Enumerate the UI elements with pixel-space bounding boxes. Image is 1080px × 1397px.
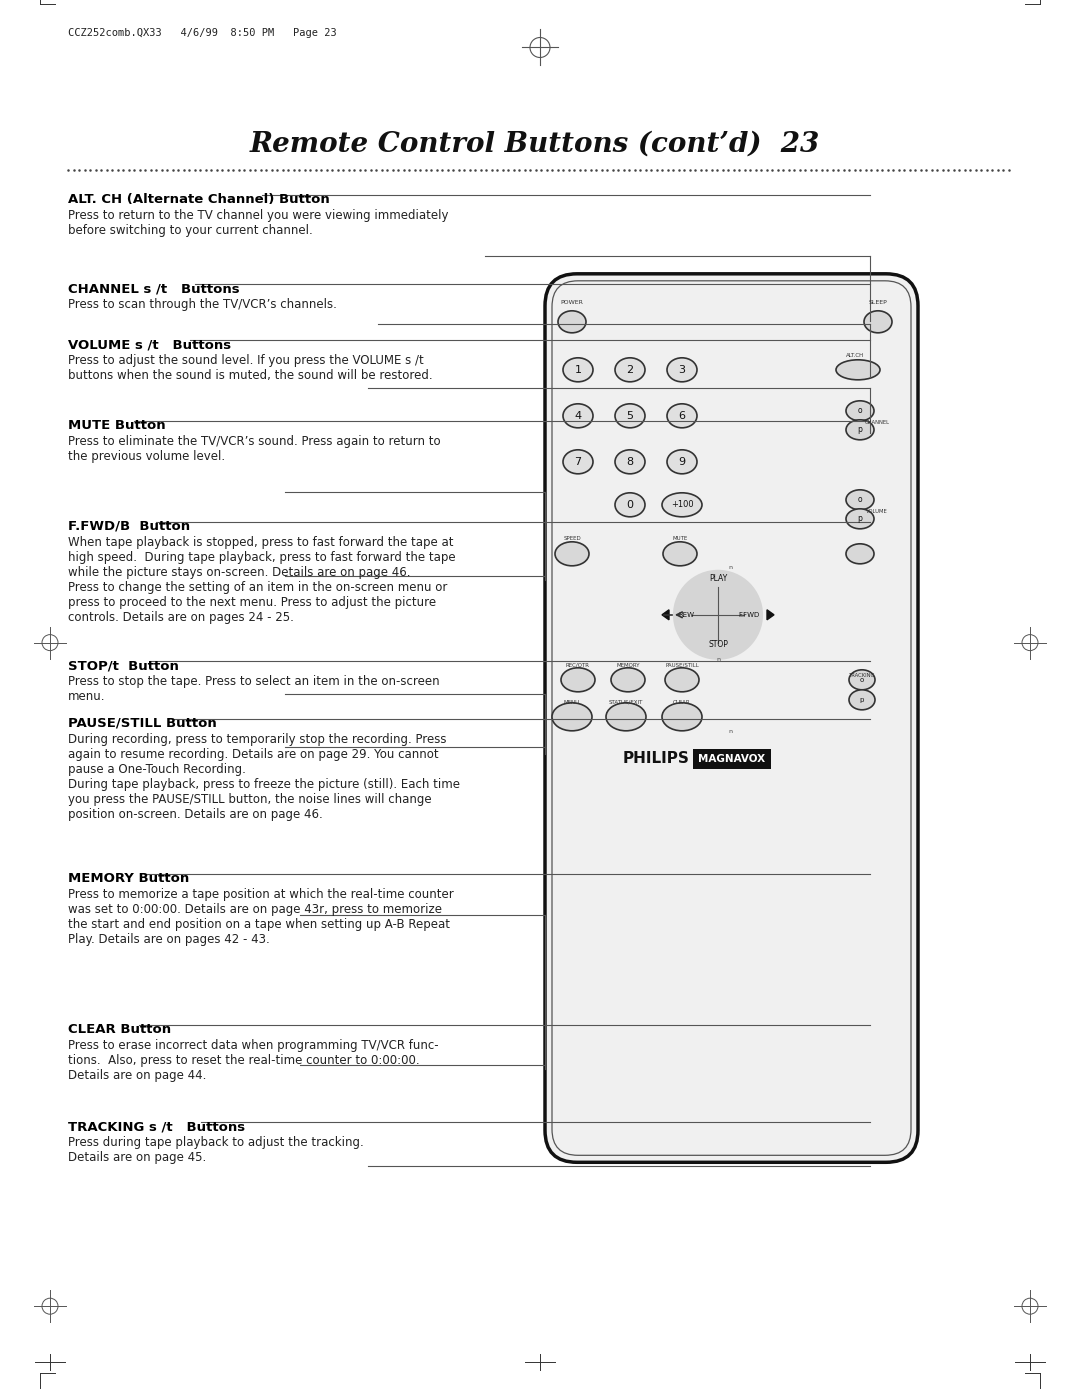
Text: PAUSE/STILL Button: PAUSE/STILL Button <box>68 717 217 729</box>
Text: CHANNEL: CHANNEL <box>864 420 890 425</box>
Ellipse shape <box>662 493 702 517</box>
Text: Press during tape playback to adjust the tracking.
Details are on page 45.: Press during tape playback to adjust the… <box>68 1136 364 1164</box>
Text: 2: 2 <box>626 365 634 374</box>
Text: Press to scan through the TV/VCR’s channels.: Press to scan through the TV/VCR’s chann… <box>68 298 337 312</box>
Ellipse shape <box>849 669 875 690</box>
Ellipse shape <box>667 404 697 427</box>
Text: Press to erase incorrect data when programming TV/VCR func-
tions.  Also, press : Press to erase incorrect data when progr… <box>68 1038 438 1081</box>
Ellipse shape <box>667 358 697 381</box>
Text: MAGNAVOX: MAGNAVOX <box>699 754 766 764</box>
Text: REC/OTR: REC/OTR <box>566 662 590 668</box>
Text: Remote Control Buttons (cont’d)  23: Remote Control Buttons (cont’d) 23 <box>249 130 820 158</box>
Ellipse shape <box>615 493 645 517</box>
Text: 3: 3 <box>678 365 686 374</box>
Text: n: n <box>716 657 720 662</box>
Text: Press to eliminate the TV/VCR’s sound. Press again to return to
the previous vol: Press to eliminate the TV/VCR’s sound. P… <box>68 434 441 462</box>
Polygon shape <box>767 610 774 620</box>
Ellipse shape <box>615 358 645 381</box>
Ellipse shape <box>836 360 880 380</box>
Ellipse shape <box>663 542 697 566</box>
Ellipse shape <box>552 703 592 731</box>
Text: ALT. CH (Alternate Channel) Button: ALT. CH (Alternate Channel) Button <box>68 193 329 205</box>
Text: STOP/t  Button: STOP/t Button <box>68 659 179 672</box>
Text: o: o <box>858 407 862 415</box>
Text: n: n <box>728 564 732 570</box>
Text: 6: 6 <box>678 411 686 420</box>
Text: TRACKING s /t   Buttons: TRACKING s /t Buttons <box>68 1120 245 1133</box>
Text: Press to stop the tape. Press to select an item in the on-screen
menu.: Press to stop the tape. Press to select … <box>68 675 440 703</box>
Text: MUTE Button: MUTE Button <box>68 419 165 432</box>
Polygon shape <box>662 610 669 620</box>
Text: PHILIPS: PHILIPS <box>623 752 690 767</box>
Text: o: o <box>860 676 864 683</box>
Ellipse shape <box>615 404 645 427</box>
Text: SLEEP: SLEEP <box>868 300 888 305</box>
Text: MUTE: MUTE <box>673 536 688 541</box>
Ellipse shape <box>846 490 874 510</box>
Text: Press to memorize a tape position at which the real-time counter
was set to 0:00: Press to memorize a tape position at whi… <box>68 887 454 946</box>
Text: p: p <box>860 697 864 703</box>
Text: STOP: STOP <box>708 640 728 650</box>
Text: Press to adjust the sound level. If you press the VOLUME s /t
buttons when the s: Press to adjust the sound level. If you … <box>68 353 433 381</box>
Text: CLEAR Button: CLEAR Button <box>68 1023 171 1035</box>
Text: Press to return to the TV channel you were viewing immediately
before switching : Press to return to the TV channel you we… <box>68 208 448 236</box>
Circle shape <box>674 571 762 659</box>
Text: 7: 7 <box>575 457 581 467</box>
Text: CCZ252comb.QX33   4/6/99  8:50 PM   Page 23: CCZ252comb.QX33 4/6/99 8:50 PM Page 23 <box>68 28 337 38</box>
Text: 8: 8 <box>626 457 634 467</box>
Ellipse shape <box>555 542 589 566</box>
Text: REW: REW <box>678 612 694 617</box>
Text: VOLUME s /t   Buttons: VOLUME s /t Buttons <box>68 338 231 351</box>
Ellipse shape <box>846 509 874 529</box>
Ellipse shape <box>662 703 702 731</box>
Ellipse shape <box>563 450 593 474</box>
Text: CHANNEL s /t   Buttons: CHANNEL s /t Buttons <box>68 282 240 295</box>
Ellipse shape <box>615 450 645 474</box>
Text: CLEAR: CLEAR <box>673 700 691 705</box>
FancyBboxPatch shape <box>693 749 771 768</box>
Text: MENU: MENU <box>564 700 580 705</box>
Text: 5: 5 <box>626 411 634 420</box>
Text: ALT.CH: ALT.CH <box>846 353 864 358</box>
Ellipse shape <box>561 668 595 692</box>
Text: 9: 9 <box>678 457 686 467</box>
FancyBboxPatch shape <box>545 274 918 1162</box>
Ellipse shape <box>846 420 874 440</box>
Ellipse shape <box>849 690 875 710</box>
Text: 0: 0 <box>626 500 634 510</box>
Text: TRACKING: TRACKING <box>849 673 875 678</box>
Ellipse shape <box>611 668 645 692</box>
Ellipse shape <box>846 543 874 564</box>
Text: n: n <box>728 729 732 733</box>
Text: 1: 1 <box>575 365 581 374</box>
Text: When tape playback is stopped, press to fast forward the tape at
high speed.  Du: When tape playback is stopped, press to … <box>68 535 456 623</box>
Text: F.FWD: F.FWD <box>739 612 759 617</box>
Text: F.FWD/B  Button: F.FWD/B Button <box>68 520 190 532</box>
Ellipse shape <box>864 310 892 332</box>
Text: +100: +100 <box>671 500 693 510</box>
Text: SPEED: SPEED <box>563 536 581 541</box>
Ellipse shape <box>558 310 586 332</box>
Ellipse shape <box>846 401 874 420</box>
Text: During recording, press to temporarily stop the recording. Press
again to resume: During recording, press to temporarily s… <box>68 732 460 820</box>
Text: MEMORY Button: MEMORY Button <box>68 872 189 884</box>
Ellipse shape <box>563 358 593 381</box>
Ellipse shape <box>563 404 593 427</box>
Text: 4: 4 <box>575 411 581 420</box>
Ellipse shape <box>606 703 646 731</box>
Text: PLAY: PLAY <box>708 574 727 584</box>
Text: p: p <box>858 425 863 434</box>
Text: MEMORY: MEMORY <box>617 662 639 668</box>
Ellipse shape <box>665 668 699 692</box>
Text: PAUSE/STILL: PAUSE/STILL <box>665 662 699 668</box>
Text: VOLUME: VOLUME <box>866 509 888 514</box>
Ellipse shape <box>667 450 697 474</box>
Text: p: p <box>858 514 863 524</box>
Text: POWER: POWER <box>561 300 583 305</box>
Text: STATUS/EXIT: STATUS/EXIT <box>609 700 644 705</box>
Text: o: o <box>858 496 862 504</box>
